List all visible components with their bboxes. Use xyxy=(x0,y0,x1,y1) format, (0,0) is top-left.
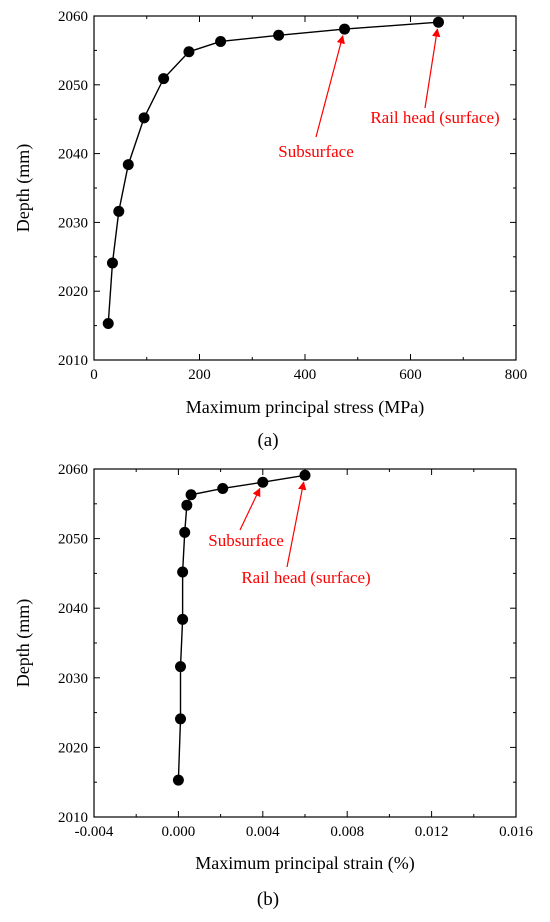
data-point xyxy=(217,482,229,494)
data-point xyxy=(257,476,269,488)
data-point xyxy=(215,35,227,47)
data-point xyxy=(175,661,187,673)
annotation-arrow xyxy=(286,481,307,568)
data-point xyxy=(177,613,189,625)
y-tick-label: 2010 xyxy=(58,810,88,826)
data-point xyxy=(179,526,191,538)
x-tick-label: 0.004 xyxy=(246,824,280,840)
data-point xyxy=(185,489,197,501)
data-point xyxy=(175,713,187,725)
y-tick-label: 2050 xyxy=(58,78,88,94)
annotation-arrow xyxy=(239,487,261,531)
y-axis-label-a: Depth (mm) xyxy=(13,144,34,232)
annotation-label: Subsurface xyxy=(208,531,284,550)
annotation-label: Rail head (surface) xyxy=(241,568,370,587)
annotation-label: Subsurface xyxy=(278,142,354,161)
data-point xyxy=(273,29,285,41)
data-point xyxy=(299,469,311,481)
x-tick-label: 400 xyxy=(294,367,317,383)
plot-frame-b xyxy=(93,468,517,818)
data-point xyxy=(432,16,444,28)
data-point xyxy=(339,23,351,35)
plot-frame-a xyxy=(93,15,517,361)
x-tick-label: 0.012 xyxy=(415,824,449,840)
x-tick-label: 0.008 xyxy=(330,824,364,840)
data-point xyxy=(122,159,134,171)
y-tick-label: 2030 xyxy=(58,671,88,687)
data-point xyxy=(158,73,170,85)
y-tick-label: 2010 xyxy=(58,353,88,369)
data-point xyxy=(177,566,189,578)
y-axis-label-b: Depth (mm) xyxy=(13,599,34,687)
y-tick-label: 2040 xyxy=(58,601,88,617)
panel-label-b: (b) xyxy=(257,889,279,910)
data-point xyxy=(106,257,118,269)
x-tick-label: 800 xyxy=(505,367,528,383)
data-point xyxy=(181,499,193,511)
annotation-arrow xyxy=(315,35,345,138)
data-point xyxy=(113,205,125,217)
x-axis-label-a: Maximum principal stress (MPa) xyxy=(186,397,424,418)
y-tick-label: 2060 xyxy=(58,462,88,478)
y-tick-label: 2030 xyxy=(58,215,88,231)
x-axis-label-b: Maximum principal strain (%) xyxy=(195,853,414,874)
y-tick-label: 2050 xyxy=(58,532,88,548)
x-tick-label: 600 xyxy=(399,367,422,383)
chart-panel-b: -0.004 0.000 0.004 0.008 0.012 0.016 2010 2020 2… xyxy=(13,462,533,910)
data-point xyxy=(102,318,114,330)
y-tick-label: 2020 xyxy=(58,740,88,756)
data-point xyxy=(183,46,195,58)
y-tick-label: 2040 xyxy=(58,147,88,163)
chart-panel-a: 0 200 400 600 800 2010 2020 2030 2040 2050 2060 Ra… xyxy=(13,9,527,451)
annotation-label: Rail head (surface) xyxy=(370,108,499,127)
panel-label-a: (a) xyxy=(257,430,278,451)
series-line xyxy=(177,474,306,781)
annotation-arrow xyxy=(424,28,441,109)
x-tick-label: 0 xyxy=(90,367,98,383)
x-tick-label: 200 xyxy=(188,367,211,383)
y-tick-label: 2020 xyxy=(58,284,88,300)
data-point xyxy=(172,774,184,786)
x-tick-label: 0.016 xyxy=(499,824,533,840)
x-tick-label: 0.000 xyxy=(162,824,196,840)
x-tick-label: -0.004 xyxy=(75,824,114,840)
series-line xyxy=(107,21,439,324)
data-point xyxy=(138,112,150,124)
y-tick-label: 2060 xyxy=(58,9,88,25)
